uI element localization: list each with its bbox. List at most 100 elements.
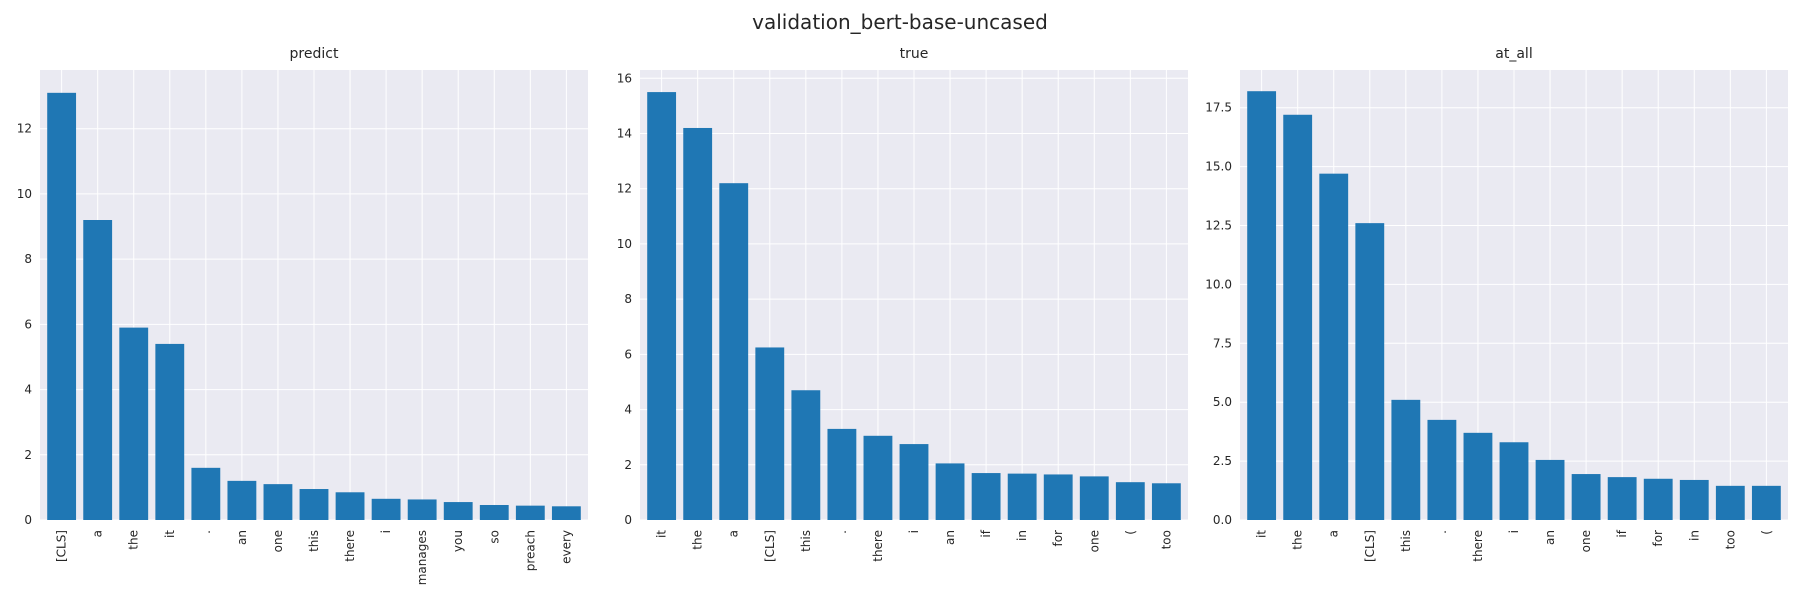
bar-i [899,444,929,520]
x-tick-label: i [907,530,921,533]
bar-for [1643,478,1673,520]
x-tick-label: there [1471,530,1485,562]
y-tick-label: 0 [24,513,32,527]
bar-. [191,467,221,520]
x-tick-label: i [1507,530,1521,533]
figure-title: validation_bert-base-uncased [752,10,1048,34]
bar-manages [407,499,437,520]
x-tick-label: one [1579,530,1593,552]
chart-panel-true: 0 2 4 6 8 10 12 14 16 it the a [CLS] this. there i an if i… [617,46,1188,562]
x-tick-label: . [199,530,213,534]
y-tick-label: 12.5 [1205,218,1232,232]
y-tick-label: 6 [24,317,32,331]
x-tick-label: you [451,530,465,552]
bar-if [1607,477,1637,520]
y-tick-label: 8 [24,252,32,266]
x-tick-label: there [343,530,357,562]
bar-( [1115,482,1145,520]
x-tick-label: [CLS] [1363,530,1377,562]
y-tick-label: 5.0 [1213,395,1232,409]
x-tick-label: ( [1759,530,1773,535]
y-tick-label: 2 [624,458,632,472]
y-tick-label: 0.0 [1213,513,1232,527]
x-tick-label: the [691,530,705,550]
x-tick-label: [CLS] [763,530,777,562]
bar-one [263,484,293,520]
x-tick-label: one [271,530,285,552]
x-tick-label: it [163,530,177,538]
x-tick-label: too [1159,530,1173,549]
y-tick-label: 4 [624,403,632,417]
bar-there [1463,432,1493,520]
bar-this [791,390,821,520]
bar-too [1151,483,1181,520]
bar-there [863,435,893,520]
bar-[CLS] [1355,223,1385,520]
y-tick-label: 2.5 [1213,454,1232,468]
x-tick-label: this [307,530,321,552]
bar-in [1679,479,1709,520]
bar-one [1079,476,1109,520]
x-tick-label: a [727,530,741,537]
bar-one [1571,474,1601,520]
bar-i [1499,442,1529,520]
bar-the [1283,114,1313,520]
y-tick-label: 10 [617,237,632,251]
x-tick-label: a [91,530,105,537]
x-tick-label: manages [415,530,429,585]
subplot-title: at_all [1495,46,1532,62]
bar-if [971,473,1001,520]
y-tick-label: 0 [624,513,632,527]
bar-this [299,489,329,520]
x-tick-label: a [1327,530,1341,537]
bar-i [371,498,401,520]
bar-it [647,92,677,521]
x-tick-label: one [1087,530,1101,552]
x-tick-label: for [1051,530,1065,547]
x-tick-label: ( [1123,530,1137,535]
bar-a [719,183,749,520]
bar-too [1715,485,1745,520]
x-tick-label: [CLS] [55,530,69,562]
bar-it [1247,91,1277,520]
bar-[CLS] [47,92,77,521]
x-tick-label: preach [523,530,537,571]
bar-so [479,505,509,520]
y-tick-label: 14 [617,126,632,140]
x-tick-label: the [127,530,141,550]
bar-an [227,480,257,520]
x-tick-label: this [799,530,813,552]
x-tick-label: in [1687,530,1701,541]
bar-a [83,220,113,520]
y-tick-label: 7.5 [1213,336,1232,350]
x-tick-label: too [1723,530,1737,549]
bar-an [1535,459,1565,520]
x-tick-label: if [979,529,993,537]
y-tick-label: 10.0 [1205,277,1232,291]
bar-it [155,343,185,520]
x-tick-label: for [1651,530,1665,547]
bar-for [1043,474,1073,520]
chart-panel-at_all: 0.0 2.5 5.0 7.5 10.0 12.5 15.0 17.5 it the a [CLS] t… [1205,46,1788,562]
y-tick-label: 12 [617,182,632,196]
y-tick-label: 12 [17,122,32,136]
subplot-title: true [900,46,929,62]
bar-. [827,428,857,520]
bar-there [335,492,365,520]
y-tick-label: 8 [624,292,632,306]
x-tick-label: this [1399,530,1413,552]
chart-panel-predict: 0 2 4 6 8 10 12 [CLS] a the it. an one this there i mana… [17,46,588,585]
x-tick-label: an [235,530,249,545]
x-tick-label: it [1255,530,1269,538]
x-tick-label: the [1291,530,1305,550]
x-tick-label: if [1615,529,1629,537]
bar-in [1007,473,1037,520]
x-tick-label: so [487,530,501,544]
bar-. [1427,419,1457,520]
bar-you [443,502,473,520]
bar-the [683,127,713,520]
x-tick-label: i [379,530,393,533]
subplot-title: predict [290,46,339,62]
